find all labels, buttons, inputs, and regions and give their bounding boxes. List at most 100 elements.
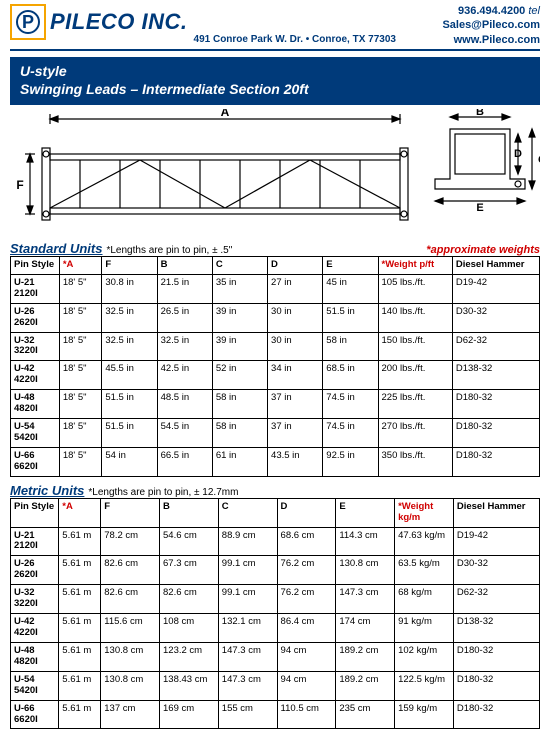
cell-c: 147.3 cm [218,671,277,700]
cell-a: 5.61 m [59,671,101,700]
cell-w: 270 lbs./ft. [378,419,452,448]
cell-w: 47.63 kg/m [395,527,454,556]
cell-d: 30 in [268,303,323,332]
cell-e: 74.5 in [323,390,378,419]
mcol-c: C [218,498,277,527]
cell-c: 99.1 cm [218,556,277,585]
mcol-w: *Weight kg/m [395,498,454,527]
cell-e: 114.3 cm [336,527,395,556]
metric-header-row: Pin Style *A F B C D E *Weight kg/m Dies… [11,498,540,527]
cell-b: 48.5 in [157,390,212,419]
cell-c: 52 in [212,361,267,390]
col-e: E [323,256,378,274]
header-divider [10,49,540,51]
cell-a: 5.61 m [59,527,101,556]
cell-h: D62-32 [453,585,539,614]
cell-c: 35 in [212,274,267,303]
email-line: Sales@Pileco.com [442,18,540,32]
svg-text:A: A [221,109,230,119]
cell-f: 54 in [102,447,157,476]
svg-text:P: P [22,12,34,32]
cell-a: 18' 5" [59,332,101,361]
cell-e: 58 in [323,332,378,361]
cell-c: 58 in [212,419,267,448]
cell-b: 108 cm [160,614,219,643]
col-a: *A [59,256,101,274]
cell-h: D180-32 [452,419,539,448]
cell-a: 18' 5" [59,274,101,303]
col-b: B [157,256,212,274]
cell-pin: U-323220I [11,585,59,614]
cell-f: 130.8 cm [101,642,160,671]
cell-d: 110.5 cm [277,700,336,729]
metric-units-table: Pin Style *A F B C D E *Weight kg/m Dies… [10,498,540,729]
cell-d: 30 in [268,332,323,361]
cell-e: 189.2 cm [336,642,395,671]
cell-a: 18' 5" [59,447,101,476]
cell-f: 78.2 cm [101,527,160,556]
col-pin: Pin Style [11,256,60,274]
cell-d: 94 cm [277,642,336,671]
title-bar: U-style Swinging Leads – Intermediate Se… [10,57,540,105]
metric-note-row: Metric Units *Lengths are pin to pin, ± … [10,483,540,498]
cell-f: 82.6 cm [101,556,160,585]
cell-h: D180-32 [453,700,539,729]
cell-b: 82.6 cm [160,585,219,614]
approx-weights-note: *approximate weights [426,244,540,256]
cell-w: 225 lbs./ft. [378,390,452,419]
cell-a: 5.61 m [59,700,101,729]
cell-d: 27 in [268,274,323,303]
cell-b: 21.5 in [157,274,212,303]
table-row: U-424220I5.61 m115.6 cm108 cm132.1 cm86.… [11,614,540,643]
mcol-f: F [101,498,160,527]
cell-f: 30.8 in [102,274,157,303]
table-row: U-424220I18' 5"45.5 in42.5 in52 in34 in6… [11,361,540,390]
table-row: U-666620I5.61 m137 cm169 cm155 cm110.5 c… [11,700,540,729]
cell-b: 123.2 cm [160,642,219,671]
cell-pin: U-424220I [11,614,59,643]
cell-b: 169 cm [160,700,219,729]
metric-lengths-note: *Lengths are pin to pin, ± 12.7mm [88,487,238,498]
cell-pin: U-666620I [11,447,60,476]
cell-h: D180-32 [453,671,539,700]
std-header-row: Pin Style *A F B C D E *Weight p/ft Dies… [11,256,540,274]
cell-b: 32.5 in [157,332,212,361]
col-w: *Weight p/ft [378,256,452,274]
cell-w: 150 lbs./ft. [378,332,452,361]
cell-b: 42.5 in [157,361,212,390]
svg-text:E: E [476,202,483,214]
cell-c: 88.9 cm [218,527,277,556]
cell-b: 54.6 cm [160,527,219,556]
cell-h: D19-42 [453,527,539,556]
cell-b: 67.3 cm [160,556,219,585]
website-line: www.Pileco.com [442,33,540,47]
cell-e: 51.5 in [323,303,378,332]
mcol-d: D [277,498,336,527]
cell-w: 122.5 kg/m [395,671,454,700]
cell-a: 18' 5" [59,390,101,419]
cell-e: 189.2 cm [336,671,395,700]
cell-w: 63.5 kg/m [395,556,454,585]
cell-e: 130.8 cm [336,556,395,585]
title-line-2: Swinging Leads – Intermediate Section 20… [20,81,530,97]
table-row: U-323220I18' 5"32.5 in32.5 in39 in30 in5… [11,332,540,361]
cell-a: 5.61 m [59,642,101,671]
cell-d: 37 in [268,390,323,419]
cell-e: 147.3 cm [336,585,395,614]
cell-w: 200 lbs./ft. [378,361,452,390]
cell-h: D180-32 [452,447,539,476]
svg-text:F: F [16,178,23,192]
cell-a: 5.61 m [59,556,101,585]
cell-w: 350 lbs./ft. [378,447,452,476]
cell-b: 26.5 in [157,303,212,332]
cell-pin: U-545420I [11,419,60,448]
header: P PILECO INC. 491 Conroe Park W. Dr. • C… [0,0,550,47]
cell-d: 86.4 cm [277,614,336,643]
cell-f: 115.6 cm [101,614,160,643]
mcol-b: B [160,498,219,527]
mcol-pin: Pin Style [11,498,59,527]
cell-w: 105 lbs./ft. [378,274,452,303]
cell-pin: U-484820I [11,390,60,419]
table-row: U-323220I5.61 m82.6 cm82.6 cm99.1 cm76.2… [11,585,540,614]
cell-pin: U-424220I [11,361,60,390]
